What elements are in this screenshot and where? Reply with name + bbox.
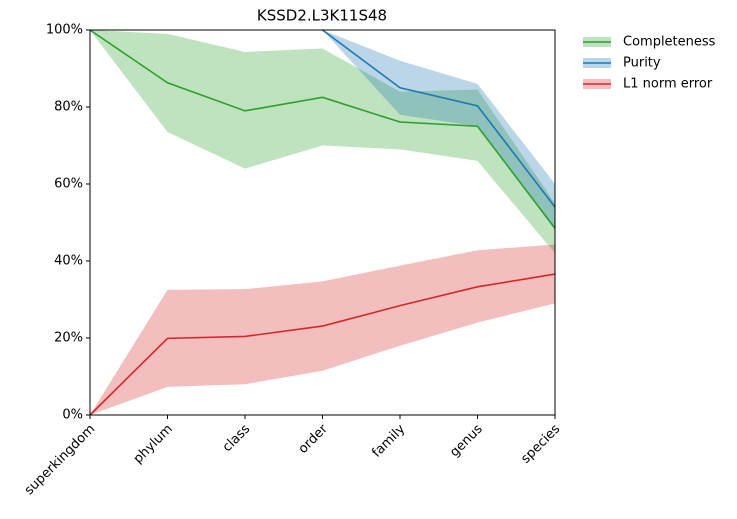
band [322,30,555,231]
x-tick-label: species [518,422,563,467]
line [322,29,556,208]
chart-title: KSSD2.L3K11S48 [257,7,387,25]
y-tick-label: 20% [54,331,83,346]
y-tick-label: 100% [46,23,83,38]
legend-label: Completeness [623,35,716,50]
legend-label: L1 norm error [623,77,713,92]
y-tick-label: 0% [62,408,83,423]
x-tick-label: genus [447,422,486,461]
x-tick-label: class [220,422,254,456]
legend-label: Purity [623,56,661,71]
band [90,30,555,254]
band [90,244,555,415]
x-tick-label: phylum [131,422,176,467]
y-tick-label: 60% [54,177,83,192]
line [89,29,556,229]
y-tick-label: 40% [54,254,83,269]
line [89,273,556,416]
y-tick-label: 80% [54,100,83,115]
x-tick-label: superkingdom [22,422,98,498]
x-tick-label: order [296,421,332,457]
x-tick-label: family [369,421,408,460]
